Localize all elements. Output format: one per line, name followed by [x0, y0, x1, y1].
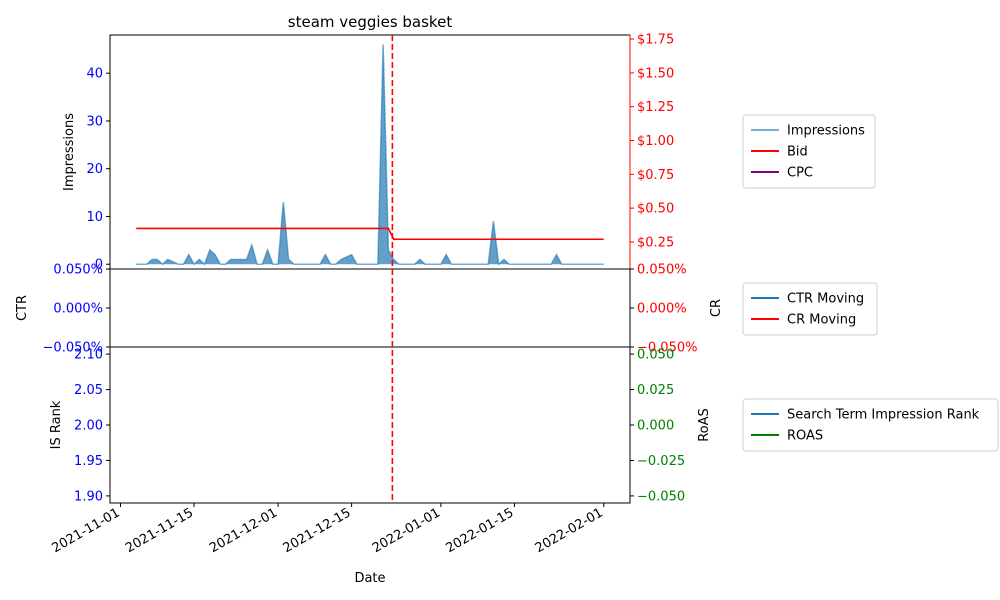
legend-label: CR Moving — [787, 313, 856, 328]
x-tick-label: 2021-11-15 — [123, 505, 196, 556]
isrank-roas-panel: 1.90 1.95 2.00 2.05 2.10 −0.050 −0.025 0.000 0.0… — [49, 346, 712, 556]
legend-top — [742, 114, 876, 189]
legend-label: Bid — [787, 145, 808, 160]
left-tick-label: 1.90 — [74, 489, 103, 504]
right-tick-label: $0.50 — [637, 202, 674, 217]
left-tick-label: 2.05 — [74, 383, 103, 398]
x-tick-label: 2021-11-01 — [50, 505, 123, 556]
x-tick-label: 2022-01-01 — [370, 505, 443, 556]
impressions-bid-panel: 0 10 20 30 40 $0.25 $0.50 $0.75 $1.00 $1.25 $1.50 $… — [62, 33, 674, 273]
impressions-area — [136, 44, 604, 265]
left-tick-label: 2.10 — [74, 348, 103, 363]
legend-label: CTR Moving — [787, 292, 864, 307]
impressions-line — [136, 44, 604, 266]
y-axis-label-left: Impressions — [62, 113, 77, 191]
bid-line — [136, 227, 604, 241]
legend-label: Impressions — [787, 124, 865, 139]
left-tick-label: 10 — [86, 210, 103, 225]
y-axis-label-right: RoAS — [697, 408, 712, 442]
right-tick-label: −0.025 — [637, 454, 685, 469]
right-tick-label: 0.000% — [637, 302, 687, 317]
right-tick-label: −0.050% — [637, 341, 697, 356]
right-tick-label: $1.00 — [637, 134, 674, 149]
x-tick-label: 2022-01-15 — [444, 505, 517, 556]
left-tick-label: 30 — [86, 114, 103, 129]
plot-frame — [109, 34, 631, 270]
x-axis-label: Date — [354, 571, 385, 586]
legend-label: Search Term Impression Rank — [787, 408, 980, 423]
left-tick-label: 0 — [95, 258, 103, 273]
legend-mid — [742, 282, 878, 336]
legend-bottom — [742, 398, 999, 452]
x-tick-label: 2021-12-01 — [207, 505, 280, 556]
left-tick-label: 40 — [86, 67, 103, 82]
y-axis-label-left: IS Rank — [49, 400, 64, 449]
legend-label: ROAS — [787, 429, 823, 444]
right-tick-label: 0.050 — [637, 348, 674, 363]
left-tick-label: −0.050% — [43, 341, 103, 356]
left-tick-label: 0.050% — [53, 263, 103, 278]
y-axis-label-right: CR — [709, 299, 724, 317]
y-axis-label-left: CTR — [15, 295, 30, 321]
left-tick-label: 20 — [86, 162, 103, 177]
right-tick-label: $1.75 — [637, 33, 674, 48]
right-tick-label: −0.050 — [637, 489, 685, 504]
right-tick-label: $0.75 — [637, 168, 674, 183]
right-tick-label: $1.50 — [637, 66, 674, 81]
chart-title: steam veggies basket — [288, 13, 453, 31]
plot-frame — [109, 268, 631, 348]
plot-frame — [109, 346, 631, 504]
legend-label: CPC — [787, 166, 813, 181]
left-tick-label: 0.000% — [53, 302, 103, 317]
right-tick-label: 0.000 — [637, 419, 674, 434]
ctr-cr-panel: −0.050% 0.000% 0.050% −0.050% 0.000% 0.050% CT… — [15, 263, 724, 356]
legends: Impressions Bid CPC CTR Moving CR Moving Sear… — [742, 114, 999, 452]
right-tick-label: $1.25 — [637, 100, 674, 115]
right-tick-label: $0.25 — [637, 235, 674, 250]
left-tick-label: 2.00 — [74, 419, 103, 434]
left-tick-label: 1.95 — [74, 454, 103, 469]
right-tick-label: 0.025 — [637, 383, 674, 398]
right-tick-label: 0.050% — [637, 263, 687, 278]
x-tick-label: 2021-12-15 — [281, 505, 354, 556]
x-tick-label: 2022-02-01 — [533, 505, 606, 556]
